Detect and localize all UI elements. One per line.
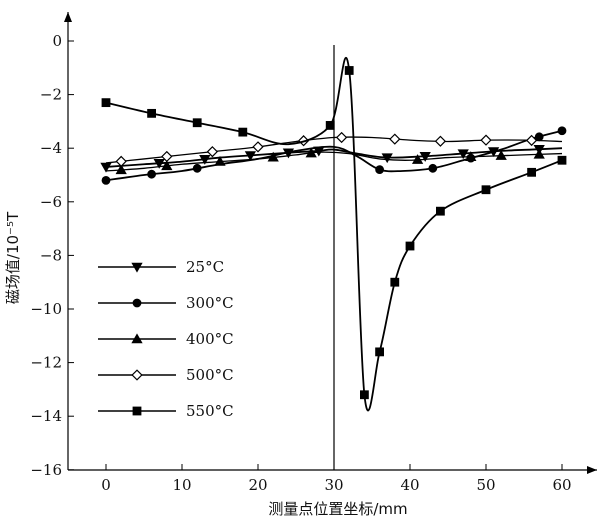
series-line <box>105 57 563 412</box>
data-point <box>344 66 354 75</box>
data-point <box>100 162 112 173</box>
series-layer <box>100 57 567 412</box>
legend-marker <box>132 406 142 416</box>
legend-label: 550°C <box>186 402 234 420</box>
data-point <box>557 155 567 165</box>
legend-marker <box>131 369 143 381</box>
data-point <box>147 108 157 118</box>
data-point <box>101 98 111 108</box>
data-point <box>390 277 400 287</box>
x-tick-label: 40 <box>400 476 419 494</box>
y-tick-label: −8 <box>40 246 62 264</box>
x-axis-arrow <box>587 466 597 474</box>
x-tick-label: 10 <box>172 476 191 494</box>
data-point <box>267 151 279 162</box>
data-point <box>481 185 491 195</box>
y-axis-title: 磁场值/10⁻⁵T <box>4 211 22 304</box>
data-point <box>419 152 431 162</box>
axes: 0 10 20 30 40 50 60 0 −2 −4 −6 −8 −10 −12 −14 −16 <box>30 12 597 494</box>
legend-entry: 500°C <box>98 366 234 384</box>
data-point <box>153 159 165 169</box>
x-tick-label: 0 <box>101 476 111 494</box>
series-550CC <box>101 57 567 412</box>
series-line <box>105 151 563 172</box>
data-point <box>192 163 202 173</box>
y-tick-label: −10 <box>30 300 62 318</box>
series-400CC <box>105 147 563 175</box>
data-point <box>252 141 264 153</box>
x-tick-label: 20 <box>248 476 267 494</box>
data-point <box>465 151 477 161</box>
legend-label: 400°C <box>186 330 234 348</box>
y-tick-label: −2 <box>40 86 62 104</box>
x-tick-label: 30 <box>324 476 343 494</box>
data-point <box>389 133 401 145</box>
data-point <box>244 151 257 162</box>
legend-marker <box>131 333 143 344</box>
data-point <box>115 164 127 175</box>
legend-entry: 400°C <box>98 330 234 348</box>
data-point <box>147 169 157 179</box>
data-point <box>375 165 385 175</box>
data-point <box>199 154 211 165</box>
legend-marker <box>131 262 143 273</box>
y-tick-label: −12 <box>30 354 62 372</box>
data-point <box>525 134 538 147</box>
data-point <box>335 131 348 144</box>
legend-label: 300°C <box>186 294 234 312</box>
data-point <box>428 163 438 173</box>
x-axis-title: 测量点位置坐标/mm <box>268 500 407 518</box>
legend-marker <box>132 298 142 308</box>
data-point <box>533 148 545 159</box>
data-point <box>161 150 173 163</box>
data-point <box>375 347 384 357</box>
data-point <box>457 149 469 160</box>
x-tick-label: 50 <box>476 476 495 494</box>
y-tick-label: −6 <box>40 193 62 211</box>
data-point <box>101 175 111 185</box>
data-point <box>527 167 536 177</box>
y-tick-label: −14 <box>30 407 62 425</box>
legend-entry: 300°C <box>98 294 234 312</box>
y-tick-label: −16 <box>30 461 62 479</box>
data-point <box>534 132 544 142</box>
data-point <box>214 155 226 166</box>
data-point <box>115 155 127 167</box>
data-point <box>405 241 415 251</box>
legend-label: 500°C <box>186 366 234 384</box>
legend-entry: 550°C <box>98 402 234 420</box>
data-point <box>436 206 445 216</box>
data-point <box>238 127 248 137</box>
data-point <box>161 160 173 171</box>
y-axis-arrow <box>64 12 72 22</box>
data-point <box>360 390 369 400</box>
data-point <box>325 121 335 130</box>
legend: 25°C 300°C 400°C 500°C 550°C <box>98 258 234 420</box>
y-tick-label: −4 <box>40 139 62 157</box>
data-point <box>557 126 567 136</box>
legend-label: 25°C <box>186 258 224 276</box>
legend-entry: 25°C <box>98 258 224 276</box>
data-point <box>381 153 393 164</box>
data-point <box>305 147 317 158</box>
x-tick-label: 60 <box>552 476 571 494</box>
data-point <box>206 146 219 158</box>
data-point <box>192 118 202 128</box>
data-point <box>411 154 424 164</box>
data-point <box>495 150 507 160</box>
data-point <box>480 134 492 146</box>
y-tick-label: 0 <box>52 32 62 50</box>
data-point <box>434 135 447 147</box>
